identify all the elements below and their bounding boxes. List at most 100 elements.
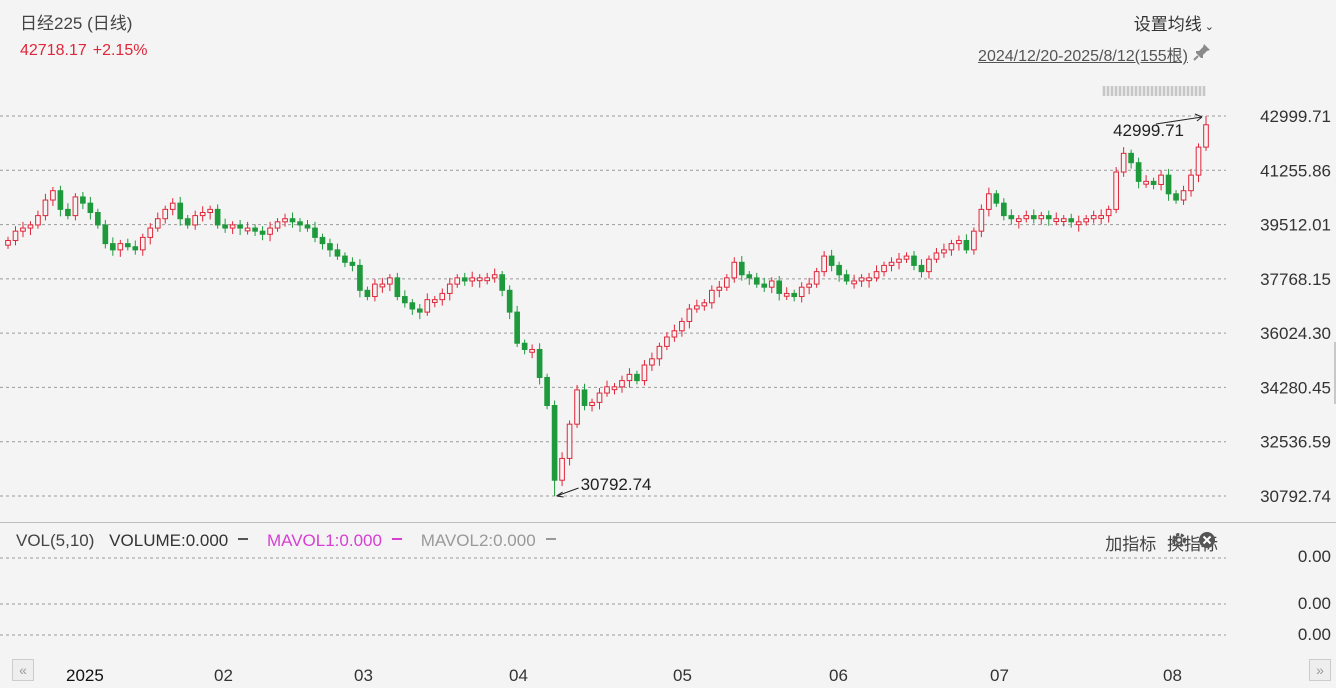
candle[interactable] (20, 221, 26, 238)
candle[interactable] (723, 274, 730, 291)
candle[interactable] (476, 274, 483, 288)
candle[interactable] (424, 293, 431, 316)
candle[interactable] (1120, 147, 1127, 177)
candle[interactable] (72, 193, 79, 221)
candle[interactable] (1180, 185, 1187, 205)
candle[interactable] (147, 223, 154, 245)
candle[interactable] (1150, 177, 1157, 190)
candle[interactable] (843, 269, 850, 285)
candle[interactable] (289, 212, 296, 228)
candle[interactable] (207, 205, 213, 220)
candle[interactable] (184, 214, 191, 229)
candle[interactable] (873, 265, 880, 282)
candle[interactable] (402, 290, 408, 308)
candle[interactable] (1105, 205, 1112, 223)
candle[interactable] (716, 280, 723, 298)
candle[interactable] (986, 187, 992, 217)
candle[interactable] (139, 233, 146, 256)
candle[interactable] (102, 219, 109, 249)
candle[interactable] (971, 227, 977, 255)
candle[interactable] (753, 272, 760, 288)
candle[interactable] (506, 285, 513, 320)
candle[interactable] (551, 400, 558, 496)
candle[interactable] (948, 239, 955, 256)
candle[interactable] (529, 344, 535, 359)
candle[interactable] (903, 252, 910, 263)
candle[interactable] (124, 238, 131, 251)
candle[interactable] (416, 304, 423, 320)
candle[interactable] (342, 252, 348, 268)
candle[interactable] (791, 289, 798, 302)
candle[interactable] (95, 208, 101, 229)
candle[interactable] (1045, 210, 1052, 226)
candle[interactable] (933, 247, 940, 263)
candle[interactable] (1188, 168, 1194, 197)
ma-setting-button[interactable]: 设置均线 ⌄ (1134, 10, 1214, 35)
candle[interactable] (611, 383, 618, 395)
candle[interactable] (87, 196, 94, 220)
candle[interactable] (604, 380, 610, 397)
candle[interactable] (544, 373, 550, 410)
candle[interactable] (312, 221, 318, 243)
candle[interactable] (768, 277, 775, 294)
candle[interactable] (1135, 157, 1142, 189)
candle[interactable] (559, 452, 565, 487)
candle[interactable] (454, 274, 461, 288)
candle[interactable] (1083, 214, 1090, 226)
candle[interactable] (1038, 211, 1045, 225)
candle[interactable] (776, 275, 783, 301)
candle[interactable] (491, 268, 498, 283)
candle[interactable] (536, 343, 543, 385)
candle[interactable] (911, 251, 917, 271)
candle[interactable] (169, 198, 176, 216)
candle[interactable] (1075, 215, 1082, 232)
candle[interactable] (574, 384, 580, 428)
candle[interactable] (798, 282, 805, 303)
pin-icon[interactable] (1192, 42, 1212, 62)
candle[interactable] (304, 219, 311, 232)
candle[interactable] (364, 286, 371, 301)
candle[interactable] (57, 185, 64, 217)
candle[interactable] (1030, 209, 1037, 224)
candle[interactable] (581, 383, 588, 411)
candle[interactable] (686, 304, 693, 329)
candle[interactable] (746, 271, 753, 285)
candle[interactable] (461, 272, 468, 286)
candle[interactable] (177, 196, 184, 226)
candle[interactable] (484, 272, 491, 285)
candle[interactable] (327, 238, 333, 257)
candle[interactable] (679, 317, 685, 337)
candle[interactable] (379, 277, 386, 293)
candle[interactable] (731, 257, 738, 283)
date-range-link[interactable]: 2024/12/20-2025/8/12(155根) (978, 48, 1188, 65)
candle[interactable] (372, 279, 378, 302)
candle[interactable] (199, 206, 206, 222)
candle[interactable] (918, 259, 925, 278)
candle[interactable] (926, 255, 932, 279)
add-indicator-button[interactable]: 加指标 (1105, 535, 1157, 554)
candle[interactable] (431, 295, 438, 308)
candle[interactable] (259, 226, 266, 241)
candle[interactable] (214, 204, 221, 229)
candle[interactable] (1195, 143, 1202, 183)
candle[interactable] (117, 239, 124, 257)
gear-icon[interactable] (1170, 531, 1188, 549)
candle[interactable] (282, 213, 288, 227)
candle[interactable] (738, 256, 745, 281)
candle[interactable] (828, 249, 835, 272)
candle[interactable] (813, 267, 820, 288)
candle[interactable] (858, 274, 865, 287)
candle[interactable] (1015, 214, 1022, 229)
candle[interactable] (978, 204, 985, 238)
candle[interactable] (1023, 210, 1030, 223)
scroll-thumb[interactable] (1102, 84, 1206, 98)
candle[interactable] (589, 398, 595, 412)
candle[interactable] (1113, 167, 1119, 214)
candle[interactable] (1068, 213, 1075, 228)
candle[interactable] (993, 190, 1000, 207)
candle[interactable] (319, 233, 326, 250)
candle[interactable] (896, 252, 902, 270)
candle[interactable] (1008, 209, 1015, 225)
candle[interactable] (941, 243, 947, 258)
